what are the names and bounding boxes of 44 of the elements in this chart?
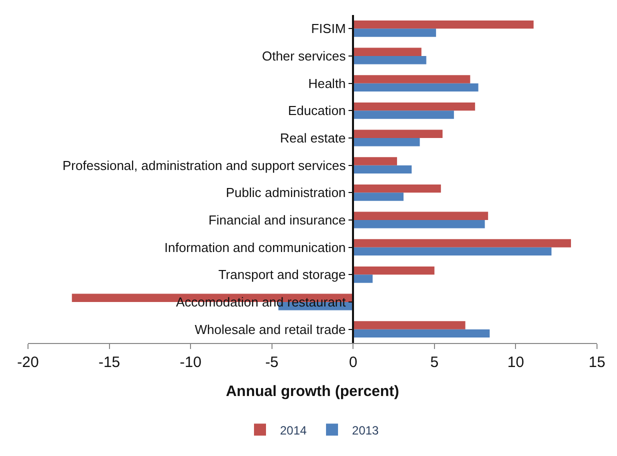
x-tick-label: -20: [17, 354, 39, 371]
x-axis-title: Annual growth (percent): [226, 383, 400, 400]
legend-label: 2013: [352, 423, 380, 438]
x-tick-label: -10: [180, 354, 202, 371]
y-tick-label: Financial and insurance: [208, 212, 346, 228]
bar: [353, 321, 466, 330]
y-tick-label: Education: [288, 103, 346, 118]
bar: [353, 192, 404, 201]
x-tick-label: 15: [588, 354, 606, 371]
y-tick-label: Professional, administration and support services: [62, 158, 346, 173]
x-tick-label: 5: [430, 354, 439, 371]
bar: [353, 239, 571, 248]
y-tick-label: FISIM: [311, 21, 346, 36]
bar: [353, 212, 488, 220]
bar: [353, 20, 534, 29]
bar: [353, 28, 436, 37]
bar: [353, 48, 422, 56]
bar: [353, 83, 478, 92]
bar: [353, 329, 490, 338]
y-tick-label: Public administration: [226, 185, 346, 200]
x-tick-label: -15: [98, 354, 120, 371]
y-tick-label: Real estate: [280, 130, 346, 146]
bar: [353, 266, 434, 275]
x-tick-label: -5: [265, 354, 279, 371]
bar: [353, 247, 552, 256]
bar: [353, 157, 398, 166]
bar: [353, 102, 476, 111]
x-tick-label: 0: [348, 354, 358, 371]
y-tick-label: Wholesale and retail trade: [194, 322, 346, 337]
y-tick-label: Health: [308, 76, 346, 91]
legend-label: 2014: [280, 423, 308, 438]
bar: [353, 56, 426, 64]
bar: [353, 184, 441, 193]
y-tick-label: Transport and storage: [218, 267, 346, 282]
bar: [353, 130, 443, 138]
bar: [353, 138, 420, 146]
y-tick-label: Information and communication: [164, 240, 346, 255]
bar: [353, 220, 485, 228]
bar: [353, 75, 470, 84]
bar: [353, 274, 373, 283]
x-tick-label: 10: [507, 354, 524, 371]
y-tick-label: Other services: [262, 48, 346, 64]
bar: [353, 165, 412, 174]
bar: [353, 110, 454, 119]
